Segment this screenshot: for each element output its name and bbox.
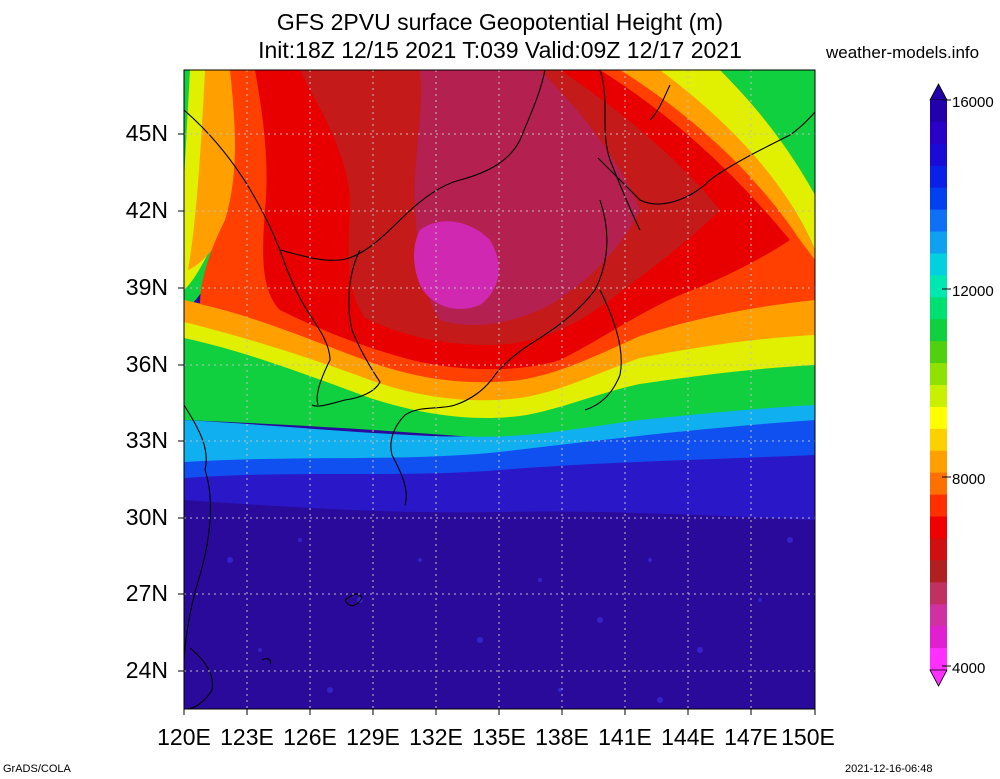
colorbar-segment [930,450,947,474]
lon-label: 123E [220,724,274,750]
colorbar-segment [930,560,947,583]
graticule [184,70,815,709]
colorbar-segment [930,648,947,671]
colorbar-segment [930,319,947,342]
lat-label: 24N [125,657,168,683]
footer-right: 2021-12-16-06:48 [845,763,933,775]
lon-label: 144E [661,724,715,750]
colorbar-segment [930,165,947,189]
colorbar-segment [930,100,947,123]
field-speckle [227,537,793,703]
lon-label: 147E [724,724,778,750]
colorbar-segment [930,209,947,233]
colorbar-segment [930,253,947,276]
colorbar-segment [930,341,947,364]
colorbar-label: 16000 [952,94,994,111]
lat-label: 33N [125,427,168,453]
colorbar-segment [930,231,947,254]
band-yellow [184,70,815,418]
colorbar-segment [930,121,947,145]
lat-label: 30N [125,504,168,530]
colorbar-segment [930,385,947,408]
colorbar-segment [930,538,947,561]
coastlines [184,70,815,709]
colorbar-segment [930,275,947,298]
colorbar-top-arrow [929,83,948,101]
lat-label: 39N [125,274,168,300]
field-layer [184,70,815,709]
lon-label: 135E [472,724,526,750]
colorbar-segment [930,626,947,649]
lat-label: 45N [125,120,168,146]
colorbar-segment [930,187,947,211]
colorbar-segment [930,494,947,518]
subtitle-text: Init:18Z 12/15 2021 T:039 Valid:09Z 12/1… [258,37,742,63]
site-credit: weather-models.info [826,43,980,62]
colorbar-bottom-arrow [929,669,948,687]
lon-label: 138E [535,724,589,750]
colorbar-label: 8000 [952,471,986,488]
lon-label: 129E [346,724,400,750]
colorbar-label: 4000 [952,660,986,677]
lat-label: 42N [125,197,168,223]
lon-label: 120E [157,724,211,750]
colorbar-segment [930,428,947,452]
lat-label: 36N [125,351,168,377]
colorbar-segment [930,297,947,320]
colorbar-segment [930,406,947,430]
band-magenta [414,221,499,309]
colorbar-label: 12000 [952,283,994,300]
axis-ticks [178,133,816,715]
colorbar-segment [930,582,947,605]
footer-left: GrADS/COLA [3,763,71,775]
colorbar-segment [930,472,947,496]
colorbar-segment [930,363,947,386]
colorbar-segment [930,516,947,539]
title-text: GFS 2PVU surface Geopotential Height (m) [276,9,724,35]
colorbar [929,83,951,687]
lon-label: 150E [781,724,835,750]
lon-label: 132E [409,724,463,750]
colorbar-segment [930,143,947,167]
colorbar-segment [930,604,947,627]
lat-label: 27N [125,580,168,606]
lon-label: 141E [598,724,652,750]
lon-label: 126E [283,724,337,750]
